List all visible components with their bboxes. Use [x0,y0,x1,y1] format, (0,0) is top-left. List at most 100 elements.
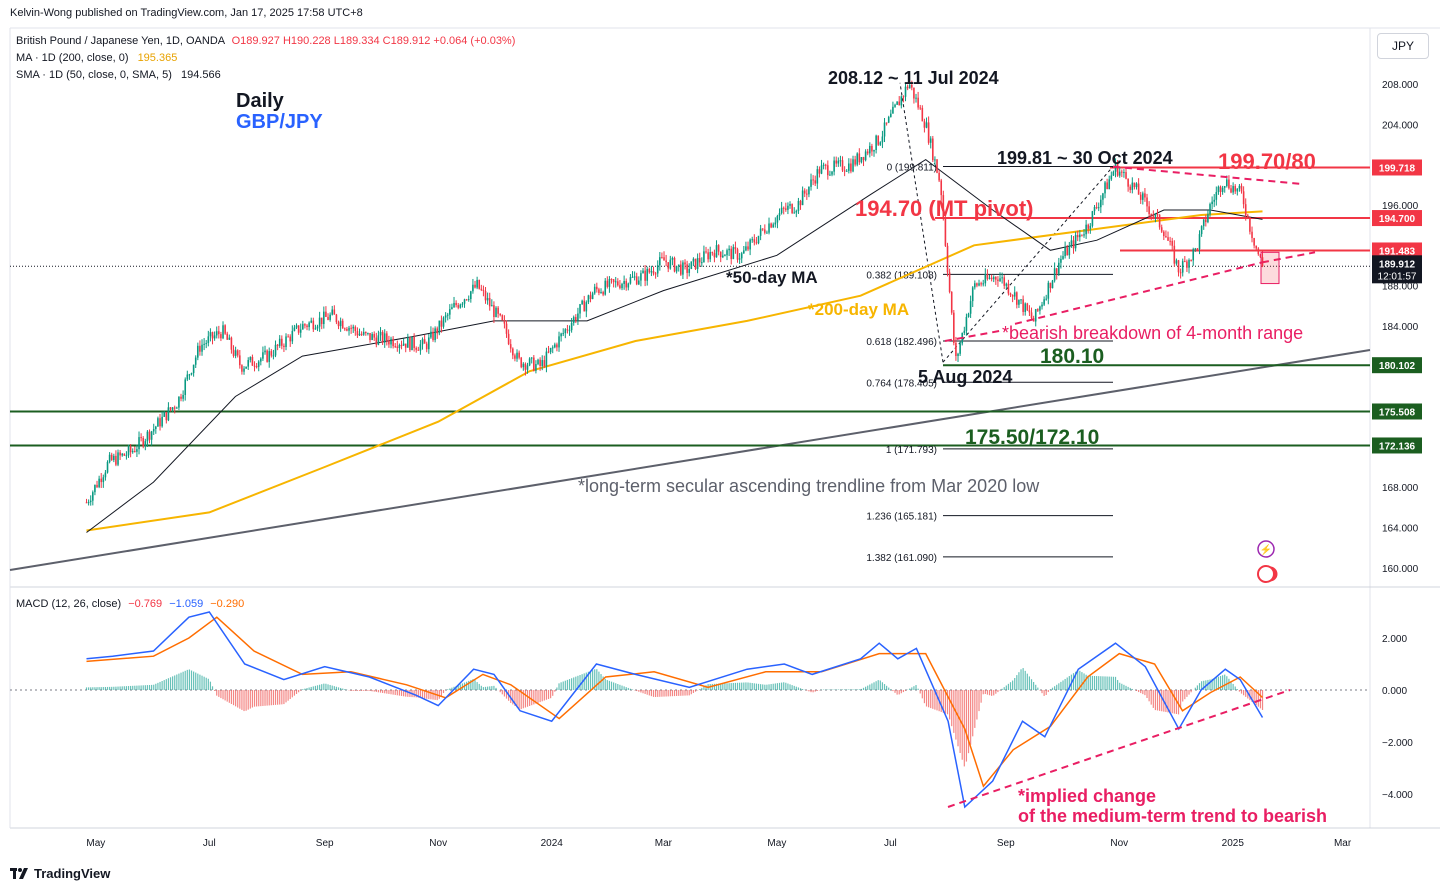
candle-body [640,273,642,281]
candle-body [316,326,319,329]
candle-body [350,327,352,329]
candle-body [986,273,989,279]
candle-body [310,320,313,323]
candle-body [230,337,233,350]
candle-body [925,122,928,128]
candle-body [1072,240,1075,249]
candle-body [923,121,926,128]
candle-body [428,337,430,350]
candle-body [272,355,275,357]
candle-body [982,283,985,285]
candle-body [862,157,865,161]
candle-body [644,270,646,281]
candle-body [646,268,649,281]
candle-body [915,97,917,99]
candle-body [551,347,554,349]
candle-body [228,337,231,340]
candle-body [583,300,586,312]
candle-body [1011,295,1014,297]
candle-body [333,309,336,315]
candle-body [1095,207,1098,209]
candle-body [648,268,651,273]
projection-box [1260,251,1280,285]
candle-body [1171,240,1174,246]
candle-body [203,343,205,345]
candle-body [1249,217,1251,232]
x-tick-label: Nov [429,838,447,849]
candle-body [491,305,493,307]
candle-body [236,350,239,356]
candle-body [274,344,277,356]
candle-body [642,270,644,274]
candle-body [199,345,201,352]
candle-body [638,280,640,285]
candle-body [890,113,892,117]
candle-body [854,159,856,165]
candle-body [1234,186,1237,192]
candle-body [726,250,728,256]
sma50-legend-label: SMA · 1D (50, close, 0, SMA, 5) [16,69,172,81]
candle-body [449,309,451,315]
candle-body [163,412,166,417]
tradingview-logo[interactable]: TradingView [10,866,110,881]
candle-body [348,327,350,331]
candle-body [877,135,880,145]
candle-body [1133,182,1136,188]
candle-body [1259,254,1262,258]
candle-body [1055,268,1058,274]
candle-body [776,216,779,223]
candle-body [362,331,365,335]
candle-body [514,355,516,359]
annotation-oct-high: 199.81 ~ 30 Oct 2024 [997,148,1173,168]
candle-body [1192,249,1195,261]
candle-body [992,277,995,280]
candle-body [875,135,877,151]
candle-body [833,160,835,172]
candle-body [894,104,896,107]
candle-body [1257,248,1260,255]
candle-body [871,145,873,152]
symbol-name: British Pound / Japanese Yen, 1D, OANDA [16,35,225,47]
candle-body [1230,188,1232,193]
candle-body [337,322,340,327]
candle-body [1026,303,1029,311]
candle-body [591,293,594,300]
sma50-legend: SMA · 1D (50, close, 0, SMA, 5) 194.566 [16,69,221,81]
last-price-value: 189.912 [1379,259,1416,270]
candle-body [856,153,859,165]
candle-body [1039,306,1041,311]
y-tick-label: 204.000 [1382,120,1419,131]
candle-body [1240,185,1243,192]
candle-body [501,315,504,321]
candle-body [1064,247,1066,257]
candle-body [497,307,499,314]
candle-body [549,347,552,353]
candle-body [696,258,699,269]
candle-body [299,329,302,333]
currency-button[interactable]: JPY [1377,33,1429,59]
breakdown-arrow-line [944,328,1006,343]
candle-body [113,455,115,461]
annotation-resistance: 199.70/80 [1218,149,1316,174]
candle-body [1198,234,1201,250]
candle-body [661,257,663,259]
candle-body [102,477,105,483]
candle-body [852,159,854,172]
candle-body [526,365,529,370]
candle-body [873,150,875,152]
candle-body [182,394,184,399]
candle-body [1108,179,1111,190]
swing-line [899,82,944,363]
candle-body [142,438,145,447]
candle-body [759,228,762,236]
candle-body [1200,226,1203,235]
candle-body [946,245,949,273]
candle-body [995,277,997,280]
candle-body [932,138,934,161]
candle-body [304,324,306,326]
candle-body [446,314,449,316]
candle-body [900,96,903,106]
x-tick-label: Jul [884,838,897,849]
candle-body [1087,224,1090,229]
candle-body [829,174,831,176]
